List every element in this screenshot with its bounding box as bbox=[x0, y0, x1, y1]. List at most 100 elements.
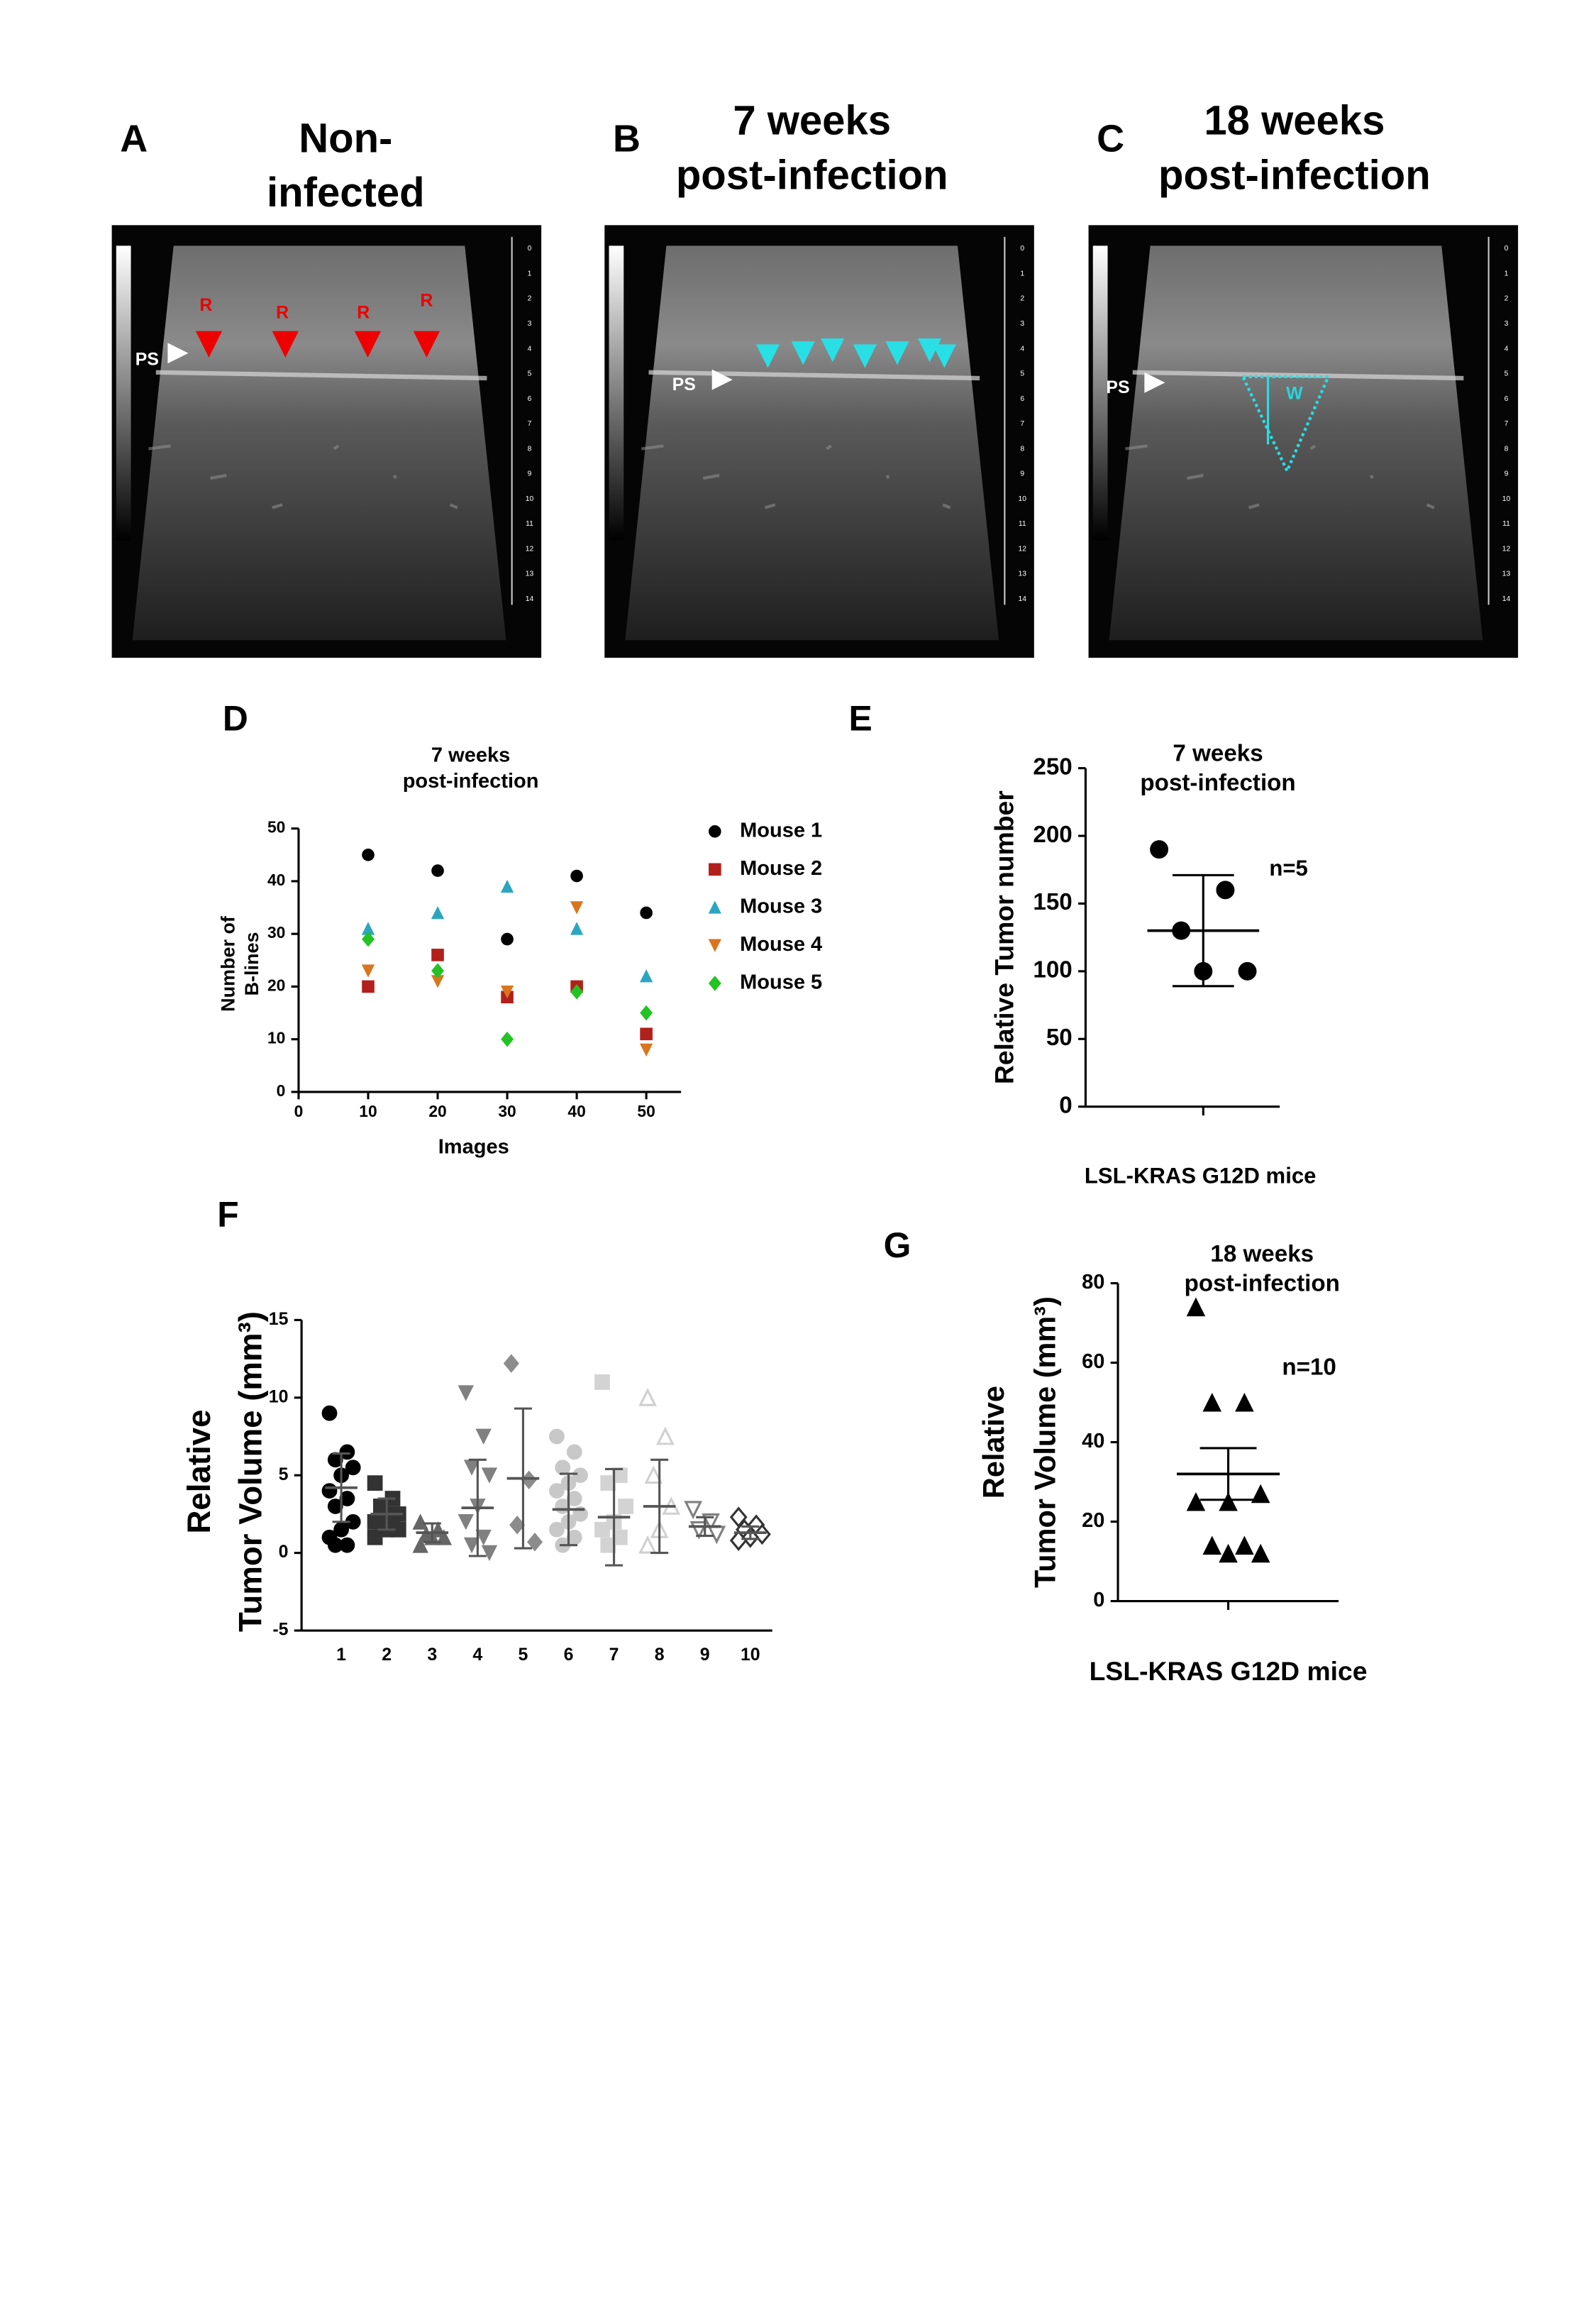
ultrasound-sector bbox=[1109, 246, 1483, 641]
point bbox=[729, 1506, 748, 1528]
depth-label: 10 bbox=[1018, 495, 1026, 503]
y-tick-label: -5 bbox=[272, 1620, 288, 1640]
depth-label: 2 bbox=[528, 295, 532, 303]
point bbox=[327, 1537, 343, 1553]
point bbox=[570, 869, 583, 883]
y-tick-label: 5 bbox=[279, 1464, 289, 1484]
panel-title: 18 weeks bbox=[1204, 98, 1385, 144]
arrow-head bbox=[853, 344, 877, 368]
point bbox=[644, 1465, 663, 1484]
depth-label: 12 bbox=[526, 545, 534, 553]
point bbox=[639, 969, 653, 983]
x-tick-label: 6 bbox=[564, 1645, 574, 1665]
ultrasound-sector bbox=[625, 246, 999, 641]
artifact bbox=[764, 503, 776, 509]
image-label: PS bbox=[135, 350, 159, 370]
depth-label: 13 bbox=[526, 570, 534, 578]
panel-title: post-infection bbox=[1158, 152, 1431, 198]
panel-letter: E bbox=[849, 698, 872, 738]
y-tick-label: 200 bbox=[1033, 822, 1072, 848]
point bbox=[361, 964, 375, 978]
panel-title: infected bbox=[267, 170, 425, 216]
panel-letter: B bbox=[613, 117, 641, 160]
arrow-head bbox=[167, 343, 189, 364]
point bbox=[549, 1521, 565, 1538]
depth-label: 8 bbox=[1504, 445, 1509, 453]
point bbox=[327, 1499, 343, 1514]
point bbox=[1251, 1543, 1270, 1563]
y-tick-label: 20 bbox=[1082, 1509, 1104, 1532]
point bbox=[1186, 1297, 1206, 1317]
depth-label: 0 bbox=[1504, 245, 1509, 253]
artifact bbox=[826, 444, 832, 451]
depth-label: 4 bbox=[1020, 345, 1024, 353]
depth-label: 1 bbox=[1020, 270, 1024, 278]
depth-label: 1 bbox=[1504, 270, 1509, 278]
legend-marker bbox=[708, 939, 721, 952]
point bbox=[566, 1444, 582, 1460]
depth-label: 4 bbox=[1504, 345, 1509, 353]
depth-label: 2 bbox=[1020, 295, 1024, 303]
depth-label: 7 bbox=[1504, 420, 1509, 428]
x-axis-label: LSL-KRAS G12D mice bbox=[1085, 1163, 1317, 1188]
depth-label: 5 bbox=[1020, 370, 1024, 378]
artifact bbox=[1125, 444, 1148, 451]
point bbox=[458, 1385, 474, 1401]
point bbox=[1219, 1491, 1238, 1511]
depth-label: 3 bbox=[528, 320, 532, 328]
image-label: R bbox=[420, 291, 433, 311]
y-tick-label: 250 bbox=[1033, 754, 1072, 780]
tumor-outline bbox=[1241, 375, 1331, 475]
depth-label: 6 bbox=[528, 395, 532, 403]
x-tick-label: 5 bbox=[518, 1645, 528, 1665]
artifact bbox=[1309, 444, 1317, 451]
point bbox=[594, 1521, 610, 1538]
panel-letter: A bbox=[120, 117, 148, 160]
point bbox=[339, 1491, 355, 1506]
point bbox=[458, 1513, 474, 1530]
point bbox=[500, 986, 514, 999]
point bbox=[431, 963, 444, 978]
point bbox=[339, 1444, 355, 1460]
artifact bbox=[702, 473, 720, 480]
y-tick-label: 0 bbox=[1093, 1589, 1104, 1611]
point bbox=[1202, 1535, 1222, 1555]
point bbox=[1186, 1491, 1206, 1511]
image-label: W bbox=[1286, 383, 1303, 403]
point bbox=[729, 1530, 748, 1551]
artifact bbox=[1248, 503, 1260, 509]
artifact bbox=[1187, 473, 1204, 480]
point bbox=[362, 980, 375, 993]
panel-title: post-infection bbox=[676, 152, 948, 198]
point bbox=[327, 1452, 343, 1468]
point bbox=[656, 1426, 675, 1445]
x-tick-label: 9 bbox=[700, 1645, 710, 1665]
point bbox=[501, 932, 514, 946]
depth-label: 5 bbox=[528, 370, 532, 378]
depth-label: 14 bbox=[1018, 595, 1026, 603]
depth-label: 3 bbox=[1504, 320, 1509, 328]
legend-marker bbox=[708, 900, 721, 914]
y-tick-label: 30 bbox=[267, 923, 285, 942]
arrow-head bbox=[1144, 372, 1165, 393]
legend-marker bbox=[709, 825, 721, 838]
x-tick-label: 2 bbox=[382, 1645, 392, 1665]
arrow-head bbox=[885, 341, 909, 365]
chart-title: 18 weeks bbox=[1210, 1241, 1314, 1267]
x-tick-label: 50 bbox=[637, 1102, 655, 1120]
point bbox=[431, 949, 444, 961]
point bbox=[463, 1537, 480, 1554]
point bbox=[412, 1513, 428, 1530]
depth-label: 10 bbox=[526, 495, 534, 503]
depth-label: 12 bbox=[1018, 545, 1026, 553]
image-label: R bbox=[357, 302, 370, 322]
point bbox=[638, 1387, 657, 1406]
arrow-head bbox=[711, 369, 733, 390]
chart-title: post-infection bbox=[1140, 770, 1295, 796]
x-tick-label: 40 bbox=[567, 1102, 585, 1120]
depth-label: 11 bbox=[1019, 520, 1026, 528]
point bbox=[481, 1545, 498, 1562]
chart-title: 7 weeks bbox=[1173, 741, 1263, 767]
panel-letter: C bbox=[1097, 117, 1124, 160]
